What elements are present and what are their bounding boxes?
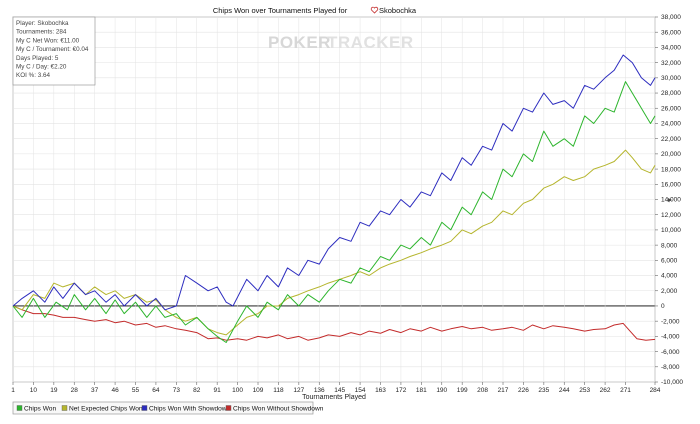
y-tick-label: 34,000 xyxy=(661,45,681,52)
x-tick-label: 253 xyxy=(579,387,590,394)
y-tick-label: 4,000 xyxy=(661,273,678,280)
y-tick-label: 28,000 xyxy=(661,90,681,97)
legend-swatch xyxy=(141,405,148,411)
y-tick-label: 26,000 xyxy=(661,105,681,112)
x-tick-label: 284 xyxy=(650,387,661,394)
series-line-chips-won xyxy=(12,81,656,343)
legend-label: Chips Won Without Showdown xyxy=(233,405,324,412)
y-tick-label: -2,000 xyxy=(661,318,680,325)
legend-swatch xyxy=(225,405,232,411)
y-tick-label: 12,000 xyxy=(661,212,681,219)
x-tick-label: 1 xyxy=(11,387,15,394)
legend-label: Chips Won xyxy=(24,405,56,412)
x-tick-label: 19 xyxy=(50,387,58,394)
x-tick-label: 172 xyxy=(395,387,406,394)
x-tick-label: 10 xyxy=(30,387,38,394)
cursor-icon xyxy=(668,198,672,202)
legend-label: Chips Won With Showdown xyxy=(149,405,231,412)
chart-title-player: Skobochka xyxy=(379,6,417,15)
legend-label: Net Expected Chips Won xyxy=(69,405,143,412)
y-tick-label: 16,000 xyxy=(661,181,681,188)
y-tick-label: 36,000 xyxy=(661,29,681,36)
y-tick-label: 2,000 xyxy=(661,288,678,295)
x-tick-label: 91 xyxy=(214,387,222,394)
x-tick-label: 82 xyxy=(193,387,201,394)
info-line: Days Played: 5 xyxy=(16,55,59,62)
x-tick-label: 262 xyxy=(600,387,611,394)
y-tick-label: -10,000 xyxy=(661,379,683,386)
x-tick-label: 181 xyxy=(416,387,427,394)
grid-lines xyxy=(12,16,656,383)
y-tick-label: -8,000 xyxy=(661,364,680,371)
x-tick-label: 136 xyxy=(314,387,325,394)
info-line: KOI %: 3.64 xyxy=(16,72,50,79)
x-tick-label: 244 xyxy=(559,387,570,394)
y-tick-label: 10,000 xyxy=(661,227,681,234)
y-tick-label: 18,000 xyxy=(661,166,681,173)
y-tick-label: 6,000 xyxy=(661,258,678,265)
y-tick-label: -4,000 xyxy=(661,334,680,341)
x-tick-label: 145 xyxy=(334,387,345,394)
x-tick-label: 37 xyxy=(91,387,99,394)
x-tick-label: 64 xyxy=(152,387,160,394)
x-tick-label: 235 xyxy=(538,387,549,394)
x-tick-label: 55 xyxy=(132,387,140,394)
y-tick-label: 20,000 xyxy=(661,151,681,158)
legend-swatch xyxy=(61,405,68,411)
player-heart-icon xyxy=(370,6,379,14)
x-axis-ticks: 1 10 19 28 37 46 55 64 73 82 91 100 109 118 127 136 145 1… xyxy=(11,382,661,394)
y-tick-label: -6,000 xyxy=(661,349,680,356)
y-tick-label: 8,000 xyxy=(661,242,678,249)
x-tick-label: 154 xyxy=(355,387,366,394)
info-line: My C / Tournament: €0.04 xyxy=(16,46,89,53)
x-axis-label: Tournaments Played xyxy=(302,394,366,401)
y-tick-label: 38,000 xyxy=(661,14,681,21)
y-tick-label: 32,000 xyxy=(661,60,681,67)
x-tick-label: 127 xyxy=(293,387,304,394)
x-tick-label: 109 xyxy=(253,387,264,394)
series-layer xyxy=(12,54,656,343)
x-tick-label: 226 xyxy=(518,387,529,394)
x-tick-label: 28 xyxy=(71,387,79,394)
x-tick-label: 199 xyxy=(457,387,468,394)
y-tick-label: 30,000 xyxy=(661,75,681,82)
watermark-tracker: TRACKER xyxy=(327,33,414,52)
x-tick-label: 208 xyxy=(477,387,488,394)
watermark-poker: POKER xyxy=(268,33,331,52)
x-tick-label: 73 xyxy=(173,387,181,394)
y-tick-label: 0 xyxy=(661,303,665,310)
legend-swatch xyxy=(16,405,23,411)
x-tick-label: 190 xyxy=(436,387,447,394)
x-tick-label: 271 xyxy=(620,387,631,394)
info-line: My C Net Won: €11.00 xyxy=(16,37,80,44)
info-line: Tournaments: 284 xyxy=(16,29,67,36)
x-tick-label: 100 xyxy=(232,387,243,394)
y-tick-label: 24,000 xyxy=(661,121,681,128)
x-tick-label: 217 xyxy=(498,387,509,394)
y-tick-label: 22,000 xyxy=(661,136,681,143)
chart-title: Chips Won over Tournaments Played for xyxy=(213,6,348,15)
info-line: My C / Day: €2.20 xyxy=(16,64,67,71)
info-line: Player: Skobochka xyxy=(16,20,69,27)
x-tick-label: 46 xyxy=(111,387,119,394)
legend: Chips Won Net Expected Chips Won Chips Won… xyxy=(12,401,324,415)
series-line-chips-won-without-showdown xyxy=(12,305,656,341)
x-tick-label: 118 xyxy=(273,387,284,394)
series-line-chips-won-with-showdown xyxy=(12,54,656,311)
x-tick-label: 163 xyxy=(375,387,386,394)
